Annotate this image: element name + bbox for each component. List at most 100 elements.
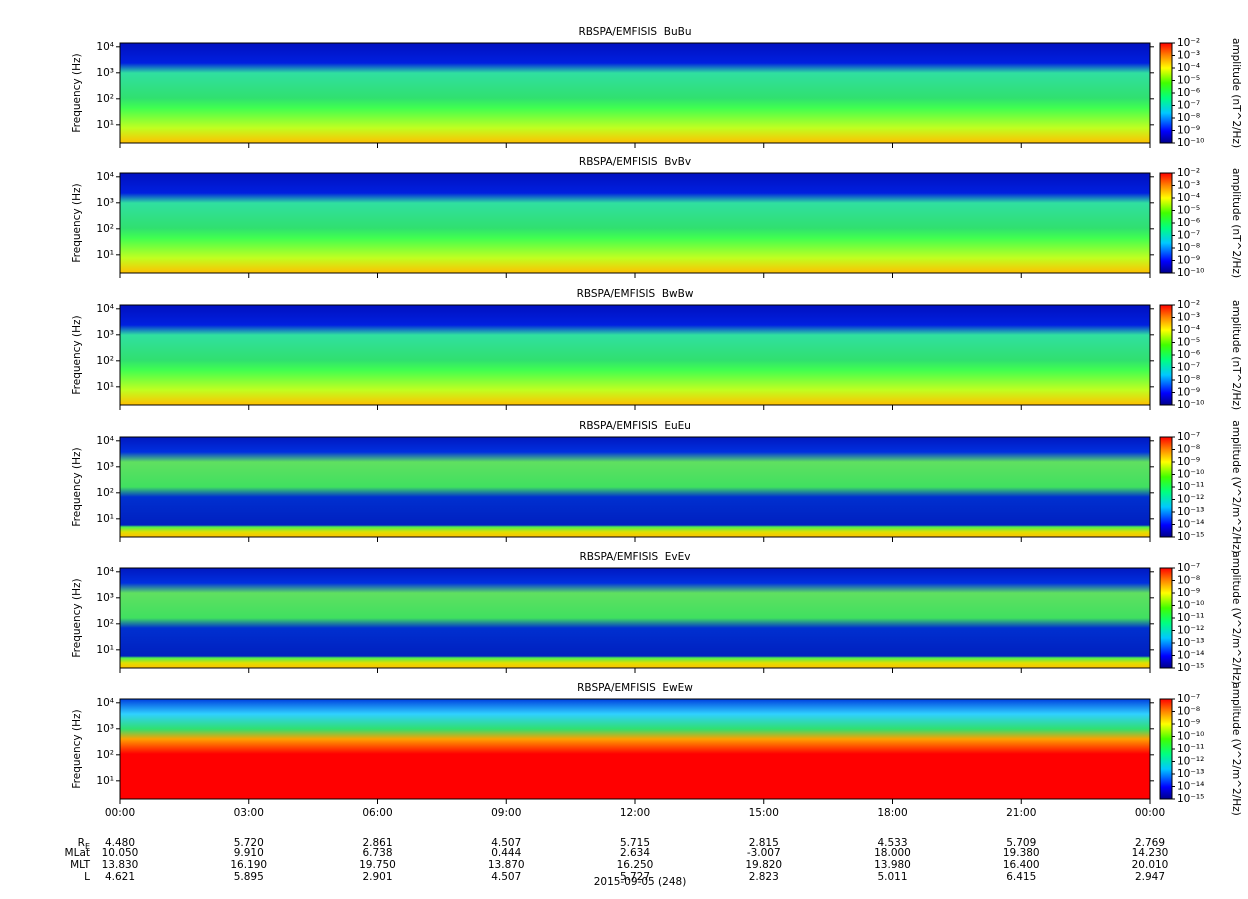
y-tick-label: 10⁴ bbox=[96, 697, 114, 709]
ephemeris-label-text: MLat bbox=[65, 847, 90, 859]
colorbar-tick-label: 10⁻¹² bbox=[1177, 494, 1204, 506]
ephemeris-value: 10.050 bbox=[102, 847, 139, 859]
colorbar bbox=[1159, 304, 1173, 406]
colorbar-tick-label: 10⁻¹⁰ bbox=[1177, 469, 1204, 481]
colorbar bbox=[1159, 567, 1173, 669]
ephemeris-value: 19.820 bbox=[745, 859, 782, 871]
ephemeris-value: 4.621 bbox=[105, 871, 135, 883]
ephemeris-value: 5.011 bbox=[877, 871, 907, 883]
ephemeris-value: 5.709 bbox=[1006, 837, 1036, 849]
panel-title: RBSPA/EMFISIS BuBu bbox=[578, 26, 691, 38]
colorbar-tick-label: 10⁻¹² bbox=[1177, 756, 1204, 768]
ephemeris-value: 14.230 bbox=[1132, 847, 1169, 859]
colorbar-tick-label: 10⁻⁷ bbox=[1177, 100, 1200, 112]
ephemeris-value: 0.444 bbox=[491, 847, 521, 859]
ephemeris-value: 4.533 bbox=[877, 837, 907, 849]
colorbar-tick-label: 10⁻⁷ bbox=[1177, 230, 1200, 242]
y-tick-label: 10⁴ bbox=[96, 435, 114, 447]
colorbar-tick-label: 10⁻¹⁵ bbox=[1177, 662, 1204, 674]
ephemeris-value: 16.190 bbox=[230, 859, 267, 871]
colorbar-tick-label: 10⁻⁷ bbox=[1177, 362, 1200, 374]
ephemeris-label: MLT bbox=[70, 859, 90, 871]
ephemeris-value: 2.769 bbox=[1135, 837, 1165, 849]
ephemeris-value: 2.861 bbox=[362, 837, 392, 849]
colorbar-tick-label: 10⁻⁹ bbox=[1177, 718, 1200, 730]
x-tick-label: 03:00 bbox=[234, 807, 264, 819]
x-tick-label: 12:00 bbox=[620, 807, 650, 819]
colorbar-tick-label: 10⁻⁷ bbox=[1177, 431, 1200, 443]
colorbar-tick-label: 10⁻¹⁴ bbox=[1177, 519, 1204, 531]
x-tick-label: 06:00 bbox=[362, 807, 392, 819]
y-tick-label: 10² bbox=[96, 93, 114, 105]
y-tick-label: 10¹ bbox=[96, 249, 114, 261]
y-axis-label: Frequency (Hz) bbox=[71, 578, 83, 657]
colorbar-tick-label: 10⁻¹⁴ bbox=[1177, 781, 1204, 793]
y-tick-label: 10³ bbox=[96, 461, 114, 473]
ephemeris-value: 4.480 bbox=[105, 837, 135, 849]
colorbar-tick-label: 10⁻¹⁰ bbox=[1177, 600, 1204, 612]
ephemeris-label-text: MLT bbox=[70, 859, 90, 871]
colorbar-tick-label: 10⁻⁸ bbox=[1177, 706, 1200, 718]
panel-title: RBSPA/EMFISIS BvBv bbox=[579, 156, 691, 168]
colorbar-tick-label: 10⁻¹⁵ bbox=[1177, 531, 1204, 543]
ephemeris-label-text: L bbox=[84, 871, 90, 883]
spectrogram-image bbox=[120, 305, 1150, 405]
y-axis-label: Frequency (Hz) bbox=[71, 183, 83, 262]
x-tick-label: 18:00 bbox=[877, 807, 907, 819]
ephemeris-value: 20.010 bbox=[1132, 859, 1169, 871]
spectrogram-image bbox=[120, 568, 1150, 668]
ephemeris-value: 2.947 bbox=[1135, 871, 1165, 883]
colorbar bbox=[1159, 436, 1173, 538]
ephemeris-value: 6.415 bbox=[1006, 871, 1036, 883]
colorbar-tick-label: 10⁻⁶ bbox=[1177, 349, 1200, 361]
y-tick-label: 10² bbox=[96, 749, 114, 761]
colorbar-label: amplitude (V^2/m^2/Hz) bbox=[1230, 551, 1242, 684]
spectrogram-image bbox=[120, 699, 1150, 799]
spectrogram-image bbox=[120, 173, 1150, 273]
colorbar-tick-label: 10⁻⁶ bbox=[1177, 87, 1200, 99]
colorbar-tick-label: 10⁻¹¹ bbox=[1177, 743, 1204, 755]
colorbar-tick-label: 10⁻⁵ bbox=[1177, 337, 1200, 349]
colorbar-tick-label: 10⁻⁴ bbox=[1177, 192, 1200, 204]
colorbar-tick-label: 10⁻³ bbox=[1177, 180, 1200, 192]
ephemeris-value: 19.380 bbox=[1003, 847, 1040, 859]
date-label: 2015-09-05 (248) bbox=[594, 876, 687, 888]
colorbar-tick-label: 10⁻⁸ bbox=[1177, 242, 1200, 254]
colorbar-tick-label: 10⁻¹¹ bbox=[1177, 612, 1204, 624]
ephemeris-value: 5.720 bbox=[234, 837, 264, 849]
colorbar-tick-label: 10⁻⁴ bbox=[1177, 62, 1200, 74]
y-axis-label: Frequency (Hz) bbox=[71, 315, 83, 394]
colorbar-label: amplitude (V^2/m^2/Hz) bbox=[1230, 682, 1242, 815]
y-tick-label: 10³ bbox=[96, 197, 114, 209]
colorbar-tick-label: 10⁻⁷ bbox=[1177, 562, 1200, 574]
ephemeris-value: 13.830 bbox=[102, 859, 139, 871]
colorbar-tick-label: 10⁻⁹ bbox=[1177, 255, 1200, 267]
ephemeris-value: 2.634 bbox=[620, 847, 650, 859]
x-tick-label: 00:00 bbox=[105, 807, 135, 819]
ephemeris-label: L bbox=[84, 871, 90, 883]
spectrogram-image bbox=[120, 437, 1150, 537]
colorbar-tick-label: 10⁻⁵ bbox=[1177, 205, 1200, 217]
ephemeris-label-subscript: E bbox=[85, 842, 90, 851]
panel-title: RBSPA/EMFISIS EwEw bbox=[577, 682, 693, 694]
y-tick-label: 10⁴ bbox=[96, 171, 114, 183]
y-tick-label: 10³ bbox=[96, 67, 114, 79]
y-tick-label: 10¹ bbox=[96, 381, 114, 393]
y-tick-label: 10² bbox=[96, 618, 114, 630]
colorbar-tick-label: 10⁻² bbox=[1177, 299, 1200, 311]
y-tick-label: 10² bbox=[96, 487, 114, 499]
y-tick-label: 10⁴ bbox=[96, 41, 114, 53]
colorbar-tick-label: 10⁻⁴ bbox=[1177, 324, 1200, 336]
y-tick-label: 10³ bbox=[96, 329, 114, 341]
colorbar bbox=[1159, 698, 1173, 800]
ephemeris-value: 5.727 bbox=[620, 871, 650, 883]
panel-title: RBSPA/EMFISIS EvEv bbox=[580, 551, 691, 563]
ephemeris-value: 2.823 bbox=[749, 871, 779, 883]
ephemeris-value: 5.895 bbox=[234, 871, 264, 883]
x-tick-label: 21:00 bbox=[1006, 807, 1036, 819]
y-tick-label: 10⁴ bbox=[96, 566, 114, 578]
y-tick-label: 10¹ bbox=[96, 119, 114, 131]
y-tick-label: 10³ bbox=[96, 723, 114, 735]
ephemeris-value: 4.507 bbox=[491, 871, 521, 883]
